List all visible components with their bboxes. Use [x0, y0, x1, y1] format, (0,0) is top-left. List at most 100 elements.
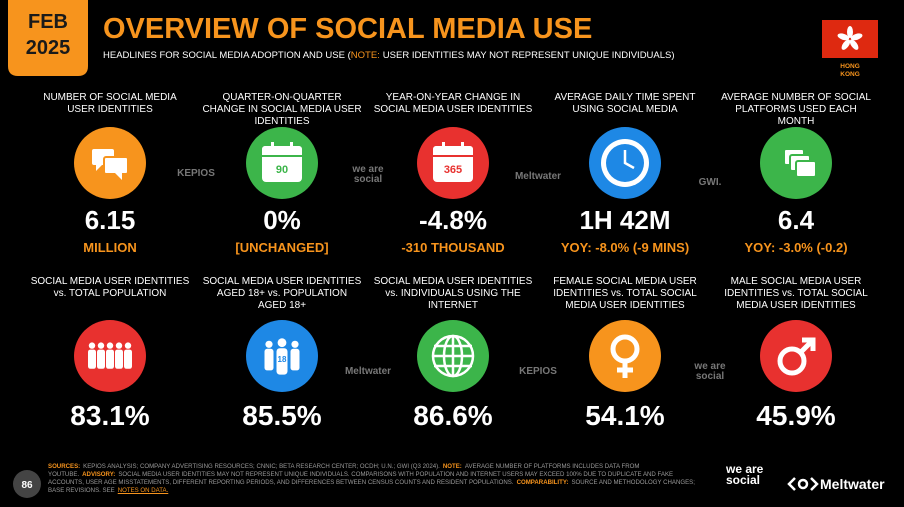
tile-value: 85.5%: [242, 400, 322, 431]
tile-sublabel: MILLION: [83, 240, 137, 255]
note-text: SOCIAL MEDIA USER IDENTITIES MAY NOT REP…: [48, 471, 674, 486]
icon-part: [264, 348, 274, 371]
icon-part: [290, 142, 293, 149]
tile-icon: [74, 127, 146, 199]
icon-part: [277, 338, 287, 348]
tile-label: NUMBER OF SOCIAL MEDIA USER IDENTITIES: [43, 92, 177, 115]
icon-part: [262, 155, 302, 157]
subtitle-text: HEADLINES FOR SOCIAL MEDIA ADOPTION AND …: [103, 50, 352, 61]
tile-icon: [589, 127, 661, 199]
icon-part: [623, 150, 635, 170]
tile-label: AVERAGE DAILY TIME SPENT USING SOCIAL ME…: [554, 92, 696, 115]
flag: [822, 20, 878, 58]
tile-label: SOCIAL MEDIA USER IDENTITIES vs. INDIVID…: [373, 276, 533, 311]
tile-icon: [74, 320, 146, 392]
tile-label: MALE SOCIAL MEDIA USER IDENTITIES vs. TO…: [724, 276, 868, 311]
icon-part: [88, 342, 96, 349]
tile-label: SOCIAL MEDIA USER IDENTITIES vs. TOTAL P…: [30, 276, 190, 299]
logo-we-are-social: we are social: [726, 462, 764, 487]
subtitle-text: USER IDENTITIES MAY NOT REPRESENT UNIQUE…: [383, 50, 675, 61]
tile-label: SOCIAL MEDIA USER IDENTITIES AGED 18+ vs…: [202, 276, 362, 311]
icon-part: [115, 342, 123, 349]
tile-sublabel: YOY: -3.0% (-0.2): [744, 240, 848, 255]
tile-value: 0%: [263, 205, 301, 235]
icon-circle: [760, 320, 832, 392]
meltwater-icon: [787, 477, 819, 491]
tile-sublabel: -310 THOUSAND: [401, 240, 505, 255]
icon-part: [290, 348, 300, 371]
icon-part: [433, 146, 473, 155]
watermark: we are social: [694, 361, 726, 382]
icon-part: [103, 156, 129, 175]
icon-part: [88, 349, 96, 369]
icon-text: 365: [444, 164, 462, 176]
icon-part: [442, 142, 445, 149]
icon-part: [799, 337, 816, 354]
title: OVERVIEW OF SOCIAL MEDIA USE: [103, 13, 592, 45]
icon-part: [271, 142, 274, 149]
date-badge: [8, 0, 88, 76]
date-year: 2025: [26, 37, 71, 59]
icon-circle: [589, 320, 661, 392]
icon-part: [433, 155, 473, 157]
icon-part: [97, 349, 105, 369]
icon-part: [461, 142, 464, 149]
note-text: SOURCE AND METHODOLOGY CHANGES; BASE REV…: [48, 479, 695, 494]
tile-icon: 365: [417, 127, 489, 199]
flag-flower: [837, 26, 863, 50]
watermark: KEPIOS: [519, 366, 557, 377]
icon-part: [124, 349, 132, 369]
icon-text: 90: [276, 164, 288, 176]
icon-text: 18: [278, 355, 287, 364]
watermark: Meltwater: [514, 171, 562, 182]
note-label: COMPARABILITY:: [516, 479, 569, 486]
tile-value: 6.4: [777, 205, 815, 235]
note-label: SOURCES:: [48, 463, 81, 470]
subtitle-note: NOTE:: [351, 50, 380, 61]
tile-sublabel: YOY: -8.0% (-9 MINS): [560, 240, 690, 255]
icon-part: [97, 342, 105, 349]
icon-part: [106, 342, 114, 349]
footer-notes: SOURCES: KEPIOS ANALYSIS; COMPANY ADVERTI…: [48, 463, 698, 495]
tile-icon: [760, 127, 832, 199]
icon-part: [617, 361, 633, 378]
tile-value: 86.6%: [413, 400, 493, 431]
icon-part: [276, 348, 288, 375]
icon-part: [124, 342, 132, 349]
tile-value: 45.9%: [756, 400, 836, 431]
tile-icon: [760, 320, 832, 392]
tile-label: QUARTER-ON-QUARTER CHANGE IN SOCIAL MEDI…: [202, 92, 362, 127]
tile-value: 1H 42M: [579, 205, 671, 235]
watermark: Meltwater: [344, 366, 392, 377]
icon-part: [262, 146, 302, 155]
tile-icon: [417, 320, 489, 392]
icon-part: [106, 349, 114, 369]
note-text: KEPIOS ANALYSIS; COMPANY ADVERTISING RES…: [83, 463, 440, 470]
note-link: NOTES ON DATA.: [117, 487, 169, 494]
icon-part: [115, 173, 122, 180]
tile-label: FEMALE SOCIAL MEDIA USER IDENTITIES vs. …: [553, 276, 697, 311]
icon-part: [795, 160, 817, 178]
watermark: KEPIOS: [177, 168, 215, 179]
date-month: FEB: [28, 11, 68, 33]
note-label: NOTE:: [442, 463, 462, 470]
page-number: 86: [21, 480, 33, 491]
watermark: we are social: [352, 164, 384, 185]
icon-part: [777, 346, 807, 376]
icon-part: [96, 165, 102, 171]
icon-part: [265, 340, 273, 348]
tile-icon: 90: [246, 127, 318, 199]
tile-label: AVERAGE NUMBER OF SOCIAL PLATFORMS USED …: [721, 92, 871, 127]
flag-label: HONG KONG: [840, 63, 860, 78]
tile-label: YEAR-ON-YEAR CHANGE IN SOCIAL MEDIA USER…: [373, 92, 533, 115]
tile-icon: 18: [246, 320, 318, 392]
tile-value: 54.1%: [585, 400, 665, 431]
tile-value: 83.1%: [70, 400, 150, 431]
watermark: GWI.: [698, 177, 722, 188]
note-label: ADVISORY:: [82, 471, 116, 478]
tile-value: 6.15: [84, 205, 136, 235]
tile-sublabel: [UNCHANGED]: [235, 240, 329, 255]
icon-part: [291, 340, 299, 348]
